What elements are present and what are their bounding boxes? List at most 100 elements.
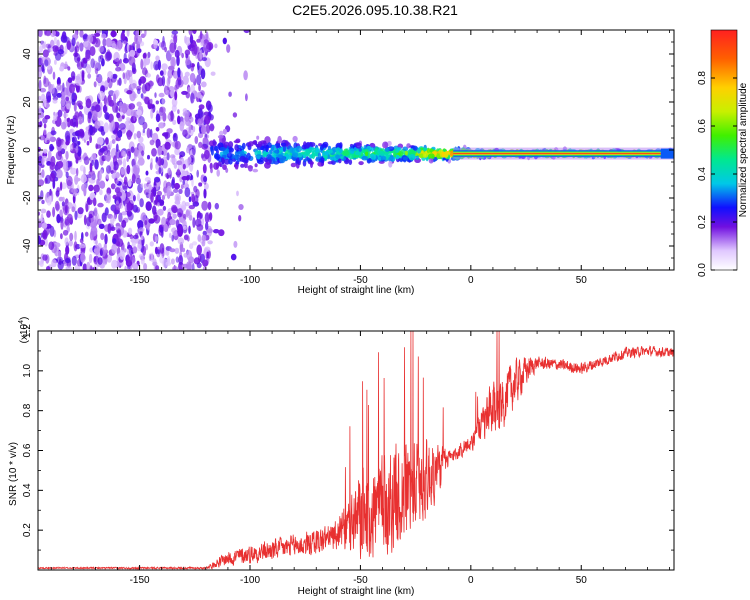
band-blob (428, 153, 435, 160)
noise-blob (91, 105, 96, 112)
noise-blob (172, 213, 177, 219)
noise-blob (57, 49, 64, 55)
noise-blob (55, 151, 63, 161)
noise-blob (196, 91, 202, 99)
noise-blob (44, 59, 49, 67)
noise-blob (176, 169, 181, 178)
noise-blob (209, 123, 215, 132)
noise-blob (194, 136, 199, 144)
noise-blob (136, 130, 142, 139)
noise-blob (232, 112, 238, 118)
noise-blob (175, 256, 179, 263)
band-blob (290, 162, 297, 168)
noise-blob (94, 219, 97, 228)
noise-blob (150, 252, 154, 263)
noise-blob (141, 84, 147, 94)
snr-y-axis: 0.2 0.4 0.6 0.8 1.0 1.2 (22, 324, 674, 551)
noise-blob (198, 84, 202, 92)
noise-blob (64, 61, 68, 68)
band-blob (415, 155, 420, 160)
noise-blob (137, 220, 144, 230)
noise-blob (180, 184, 184, 190)
band-blob (397, 147, 402, 151)
noise-blob (118, 202, 124, 209)
noise-blob (203, 188, 207, 199)
noise-blob (163, 223, 169, 233)
band-blob (216, 155, 220, 161)
noise-blob (102, 104, 108, 114)
noise-blob (106, 165, 112, 174)
band-blob (262, 152, 268, 158)
noise-blob (71, 206, 76, 213)
noise-blob (73, 102, 77, 112)
band-blob (306, 141, 311, 149)
noise-blob (136, 48, 142, 54)
band-blob (219, 146, 226, 152)
noise-blob (168, 111, 175, 122)
noise-blob (59, 209, 63, 217)
noise-blob (53, 114, 58, 122)
noise-blob (90, 58, 95, 69)
band-blob (218, 161, 222, 167)
noise-blob (108, 99, 115, 107)
noise-blob (198, 141, 203, 148)
noise-blob (213, 229, 220, 234)
noise-blob (145, 244, 149, 251)
noise-blob (142, 128, 146, 134)
noise-blob (41, 169, 45, 179)
noise-blob (84, 53, 91, 62)
noise-blob (54, 59, 57, 65)
noise-blob (181, 247, 186, 253)
noise-blob (173, 182, 180, 190)
noise-blob (136, 193, 141, 202)
noise-blob (140, 93, 144, 99)
spectrogram-x-axis: -150 -100 -50 0 50 (50, 30, 670, 286)
noise-blob (109, 141, 113, 149)
noise-blob (81, 70, 85, 82)
noise-blob (162, 205, 167, 211)
noise-blob (71, 136, 75, 143)
noise-blob (126, 164, 131, 175)
noise-blob (66, 118, 70, 122)
colorbar-tick-label: 0.2 (697, 215, 708, 229)
noise-blob (135, 161, 141, 168)
band-blob (377, 150, 384, 155)
band-blob (235, 165, 239, 170)
noise-blob (104, 112, 110, 120)
noise-blob (134, 152, 137, 163)
noise-blob (136, 243, 142, 252)
noise-blob (88, 253, 93, 264)
noise-blob (99, 171, 102, 182)
band-blob (295, 145, 303, 153)
noise-blob (44, 238, 48, 247)
noise-blob (68, 239, 73, 247)
noise-blob (75, 118, 79, 128)
noise-blob (102, 38, 107, 47)
noise-blob (98, 90, 105, 101)
noise-blob (191, 46, 198, 56)
band-blob (444, 150, 451, 155)
noise-blob (190, 84, 196, 95)
noise-blob (55, 190, 60, 197)
band-blob (236, 151, 243, 155)
noise-blob (69, 92, 73, 104)
band-blob (355, 142, 362, 149)
noise-blob (122, 40, 128, 45)
noise-blob (106, 254, 112, 263)
band-blob (305, 148, 309, 155)
noise-blob (50, 130, 57, 136)
noise-blob (120, 190, 126, 202)
noise-blob (199, 30, 203, 41)
noise-blob (133, 133, 137, 140)
noise-blob (130, 253, 133, 262)
noise-blob (159, 70, 164, 76)
noise-blob (62, 229, 69, 236)
noise-blob (77, 116, 84, 125)
band-blob (309, 161, 314, 165)
noise-blob (146, 128, 151, 139)
noise-blob (38, 261, 43, 266)
noise-blob (238, 215, 242, 222)
noise-blob (38, 179, 45, 187)
band-blob (423, 147, 428, 152)
noise-blob (64, 237, 69, 246)
